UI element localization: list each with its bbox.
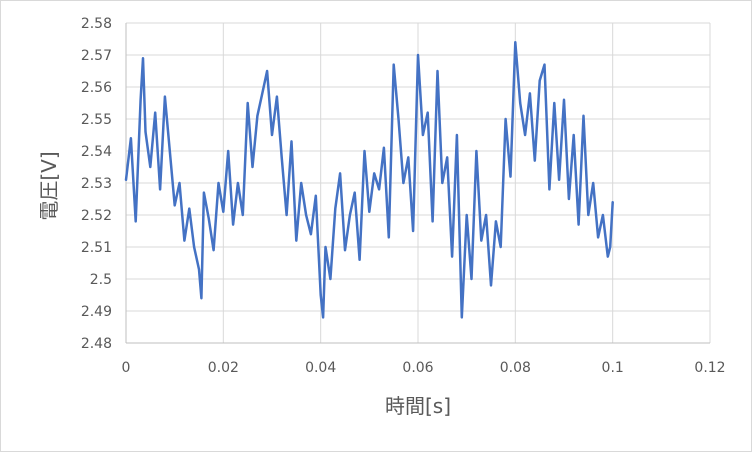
series-layer [124,40,614,319]
axes [125,23,710,344]
x-tick-label: 0.02 [208,360,239,376]
x-axis-title: 時間[s] [385,394,451,418]
tick-labels: 2.48 2.49 2.5 2.51 2.52 2.53 2.54 2.55 2.56 2.57 2… [81,16,726,376]
y-tick-label: 2.54 [81,144,112,160]
y-tick-label: 2.51 [81,240,112,256]
y-tick-label: 2.49 [81,304,112,320]
x-tick-label: 0.08 [500,360,531,376]
y-axis-title: 電圧[V] [37,151,61,220]
y-tick-label: 2.57 [81,48,112,64]
series-line [124,40,614,319]
y-tick-label: 2.58 [81,16,112,32]
y-tick-label: 2.48 [81,336,112,352]
x-tick-label: 0.12 [694,360,725,376]
y-tick-label: 2.55 [81,112,112,128]
y-tick-label: 2.53 [81,176,112,192]
y-tick-label: 2.52 [81,208,112,224]
y-tick-label: 2.5 [90,272,112,288]
x-tick-label: 0.06 [402,360,433,376]
x-tick-label: 0.04 [305,360,336,376]
y-tick-label: 2.56 [81,80,112,96]
x-tick-label: 0 [122,360,131,376]
x-tick-label: 0.1 [602,360,624,376]
